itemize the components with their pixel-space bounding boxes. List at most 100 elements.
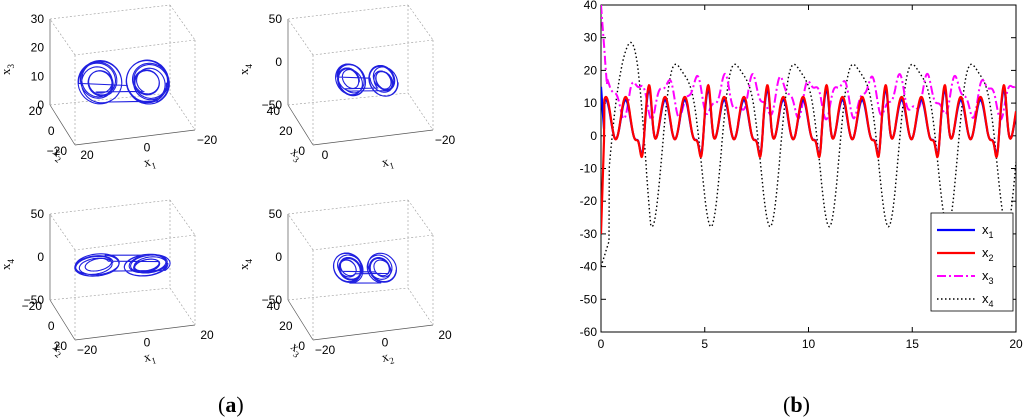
x-tick-label: 20 xyxy=(80,148,94,162)
legend-box xyxy=(930,212,1014,312)
box-edge xyxy=(49,4,171,20)
z-tick-label: −50 xyxy=(24,293,45,307)
y-tick-label: −20 xyxy=(47,144,68,158)
y-tick-label: 30 xyxy=(584,31,598,45)
y-tick-label: 20 xyxy=(29,104,43,118)
y-tick-label: −20 xyxy=(22,299,43,313)
z-tick-label: 10 xyxy=(31,69,45,83)
x-axis-label: x2 xyxy=(380,348,395,368)
box-edge xyxy=(312,39,434,56)
trajectory-line xyxy=(335,63,399,97)
y-tick-label: -30 xyxy=(580,227,598,241)
box-edge xyxy=(407,199,434,236)
y-tick-label: 20 xyxy=(584,63,598,77)
z-tick-label: 0 xyxy=(275,55,282,69)
box-edge xyxy=(169,92,196,131)
axis-line xyxy=(74,324,196,341)
box-edge xyxy=(287,18,314,56)
caption-b-letter: b xyxy=(790,392,802,417)
box-edge xyxy=(74,234,196,251)
x-tick-label: 0 xyxy=(144,141,151,155)
box-edge xyxy=(407,4,434,41)
x-tick-label: 0 xyxy=(144,336,151,350)
x-tick-label: −20 xyxy=(197,133,218,147)
x-axis-label: x1 xyxy=(142,348,157,368)
legend: x1 x2 x3 x4 xyxy=(930,212,1014,312)
z-tick-label: 50 xyxy=(31,207,45,221)
trajectory-line xyxy=(332,252,397,284)
axis-line xyxy=(287,104,314,146)
trajectory-line xyxy=(77,59,170,105)
z-tick-label: 0 xyxy=(37,250,44,264)
box-edge xyxy=(169,4,196,41)
x-tick-label: 0 xyxy=(382,336,389,350)
box-edge xyxy=(287,213,314,251)
x-tick-label: 15 xyxy=(906,337,920,351)
box-edge xyxy=(74,39,196,56)
y-tick-label: -20 xyxy=(580,194,598,208)
box-edge xyxy=(407,92,434,131)
y-tick-label: 10 xyxy=(584,96,598,110)
axis-line xyxy=(49,104,76,146)
z-tick-label: −50 xyxy=(262,293,283,307)
z-tick-label: 0 xyxy=(37,98,44,112)
z-tick-label: 50 xyxy=(269,12,283,26)
x-tick-label: 20 xyxy=(438,328,452,342)
x-tick-label: 0 xyxy=(598,337,605,351)
y-tick-label: 0 xyxy=(298,144,305,158)
y-tick-label: 0 xyxy=(590,129,597,143)
y-tick-label: 20 xyxy=(279,124,293,138)
x-tick-label: −20 xyxy=(315,343,336,357)
trajectory-line xyxy=(74,253,171,277)
box-edge xyxy=(49,213,76,251)
caption-a: (a) xyxy=(218,392,244,417)
box-edge xyxy=(287,4,409,20)
x-axis-label: x1 xyxy=(142,153,157,173)
legend-label-x1: x1 xyxy=(982,222,994,240)
caption-a-letter: a xyxy=(225,392,236,417)
y-tick-label: 40 xyxy=(584,0,598,12)
x-tick-label: 5 xyxy=(701,337,708,351)
axis-line xyxy=(312,324,434,341)
y-tick-label: -60 xyxy=(580,325,598,339)
y-tick-label: -40 xyxy=(580,260,598,274)
y-tick-label: 0 xyxy=(298,339,305,353)
axis-line xyxy=(49,299,76,341)
legend-label-x2: x2 xyxy=(982,245,994,263)
box-edge xyxy=(287,199,409,215)
box-edge xyxy=(407,287,434,326)
box-edge xyxy=(287,287,409,301)
x-tick-label: 20 xyxy=(1009,337,1023,351)
box-edge xyxy=(312,234,434,251)
z-tick-label: 20 xyxy=(31,41,45,55)
axis-line xyxy=(312,129,434,146)
x-axis-label: x1 xyxy=(380,153,395,173)
y-tick-label: 0 xyxy=(48,124,55,138)
y-tick-label: -50 xyxy=(580,292,598,306)
box-edge xyxy=(49,18,76,56)
box-edge xyxy=(49,199,171,215)
box-edge xyxy=(49,287,171,301)
x-tick-label: −20 xyxy=(435,133,456,147)
box-edge xyxy=(169,199,196,236)
series-line-x2 xyxy=(601,83,1016,234)
caption-b: (b) xyxy=(783,392,810,417)
y-tick-label: -10 xyxy=(580,162,598,176)
x-tick-label: −20 xyxy=(77,343,98,357)
y-tick-label: 40 xyxy=(267,104,281,118)
z-axis-label: x4 xyxy=(0,259,16,271)
z-axis-label: x4 xyxy=(236,259,254,271)
z-axis-label: x3 xyxy=(0,64,16,76)
y-tick-label: 20 xyxy=(54,339,68,353)
z-tick-label: −50 xyxy=(262,98,283,112)
z-tick-label: 30 xyxy=(31,12,45,26)
legend-label-x4: x4 xyxy=(982,291,994,309)
legend-label-x3: x3 xyxy=(982,268,994,286)
y-tick-label: 20 xyxy=(279,319,293,333)
